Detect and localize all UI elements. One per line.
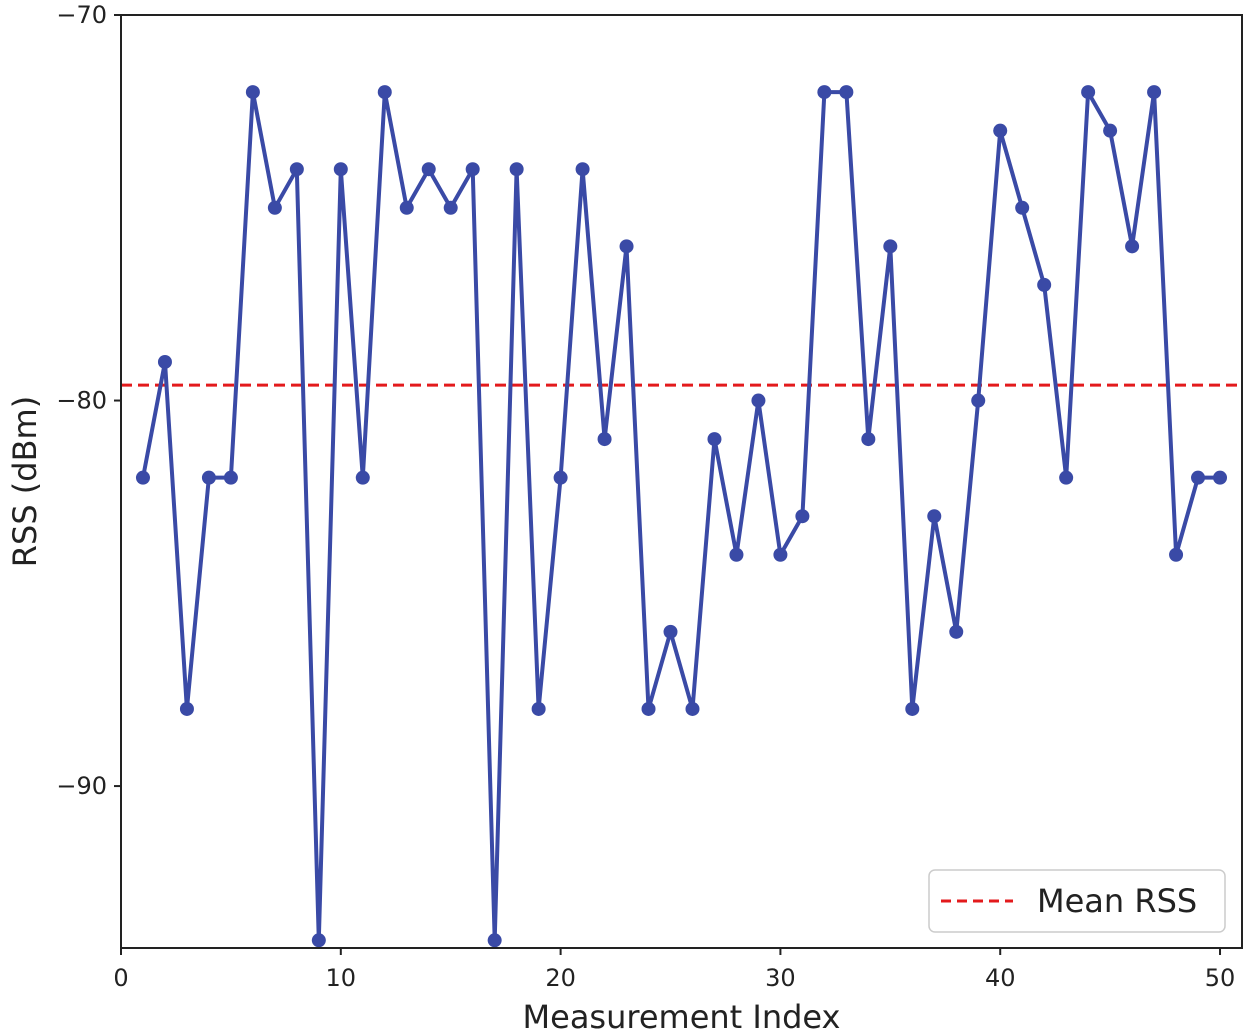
data-point <box>751 393 766 408</box>
data-point <box>707 432 722 447</box>
data-point <box>685 701 700 716</box>
x-tick-label: 50 <box>1205 964 1236 992</box>
data-point <box>201 470 216 485</box>
x-axis-label: Measurement Index <box>523 998 841 1036</box>
data-point <box>773 547 788 562</box>
data-point <box>795 509 810 524</box>
data-point <box>597 432 612 447</box>
data-point <box>421 162 436 177</box>
legend-entry-mean-rss: Mean RSS <box>1037 882 1197 920</box>
legend-box <box>928 869 1226 933</box>
x-tick-label: 30 <box>765 964 796 992</box>
y-tick-label: −80 <box>56 387 107 415</box>
series-line <box>141 90 1222 943</box>
data-point <box>1015 200 1030 215</box>
data-point <box>333 162 348 177</box>
x-tick-label: 0 <box>113 964 128 992</box>
data-point <box>575 162 590 177</box>
data-point <box>1147 85 1162 100</box>
data-point <box>1125 239 1140 254</box>
data-point <box>553 470 568 485</box>
x-tick-label: 10 <box>326 964 357 992</box>
x-axis-ticks: 0 10 20 30 40 50 <box>113 948 1235 992</box>
data-point <box>399 200 414 215</box>
data-point <box>949 624 964 639</box>
data-point <box>1037 277 1052 292</box>
data-point <box>1103 123 1118 138</box>
data-point <box>1081 85 1096 100</box>
data-point <box>663 624 678 639</box>
data-point <box>883 239 898 254</box>
data-point <box>355 470 370 485</box>
data-point <box>223 470 238 485</box>
data-point <box>245 85 260 100</box>
y-axis-ticks: −70 −80 −90 <box>56 1 121 800</box>
data-point <box>927 509 942 524</box>
data-point <box>993 123 1008 138</box>
data-point <box>531 701 546 716</box>
y-tick-label: −70 <box>56 1 107 29</box>
data-point <box>905 701 920 716</box>
x-tick-label: 20 <box>545 964 576 992</box>
data-point <box>1169 547 1184 562</box>
plot-area-frame <box>120 14 1243 949</box>
data-point <box>729 547 744 562</box>
data-point <box>135 470 150 485</box>
data-point <box>443 200 458 215</box>
data-point <box>971 393 986 408</box>
data-point <box>641 701 656 716</box>
data-point <box>157 354 172 369</box>
series-layer <box>135 85 1228 948</box>
data-point <box>1059 470 1074 485</box>
data-point <box>487 933 502 948</box>
data-point <box>179 701 194 716</box>
data-point <box>861 432 876 447</box>
x-tick-label: 40 <box>985 964 1016 992</box>
data-point <box>839 85 854 100</box>
legend: Mean RSS <box>928 869 1226 933</box>
data-point <box>1191 470 1206 485</box>
y-tick-label: −90 <box>56 772 107 800</box>
data-point <box>289 162 304 177</box>
data-point <box>509 162 524 177</box>
data-point <box>465 162 480 177</box>
data-point <box>619 239 634 254</box>
data-point <box>377 85 392 100</box>
y-axis-label: RSS (dBm) <box>6 396 44 567</box>
data-point <box>267 200 282 215</box>
data-point <box>1213 470 1228 485</box>
data-point <box>311 933 326 948</box>
data-point <box>817 85 832 100</box>
